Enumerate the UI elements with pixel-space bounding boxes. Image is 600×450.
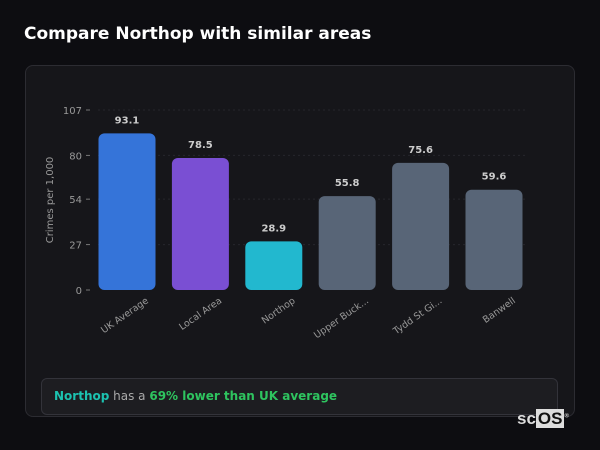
x-tick-label: Local Area xyxy=(177,295,224,332)
bar-value-label: 59.6 xyxy=(482,172,507,183)
bar-value-label: 75.6 xyxy=(408,145,433,156)
bar xyxy=(98,133,156,290)
bar-value-label: 78.5 xyxy=(188,140,213,151)
summary-text: has a xyxy=(109,389,150,403)
y-tick-label: 107 xyxy=(63,106,82,117)
y-tick-label: 27 xyxy=(69,241,82,252)
summary-box: Northop has a 69% lower than UK average xyxy=(41,378,558,415)
y-tick-label: 0 xyxy=(76,286,82,297)
scos-logo: sc OS ® xyxy=(517,409,569,428)
summary-stat: 69% lower than UK average xyxy=(149,389,338,403)
x-tick-label: Upper Buck... xyxy=(312,295,371,341)
x-tick-label: UK Average xyxy=(99,295,151,336)
summary-area: Northop xyxy=(54,389,110,403)
x-tick-label: Tydd St Gi... xyxy=(391,295,445,337)
bar xyxy=(245,241,303,290)
bar-value-label: 55.8 xyxy=(335,178,360,189)
x-tick-label: Northop xyxy=(260,295,298,326)
bar-value-label: 93.1 xyxy=(115,115,140,126)
y-tick-label: 54 xyxy=(69,195,82,206)
y-tick-label: 80 xyxy=(69,151,82,162)
bar xyxy=(171,157,229,290)
page-title: Compare Northop with similar areas xyxy=(24,24,372,44)
bar xyxy=(392,162,450,290)
x-tick-label: Banwell xyxy=(481,295,518,325)
bar-value-label: 28.9 xyxy=(261,223,286,234)
bar xyxy=(465,189,523,290)
bar xyxy=(318,196,376,290)
y-axis-label: Crimes per 1,000 xyxy=(45,157,56,244)
